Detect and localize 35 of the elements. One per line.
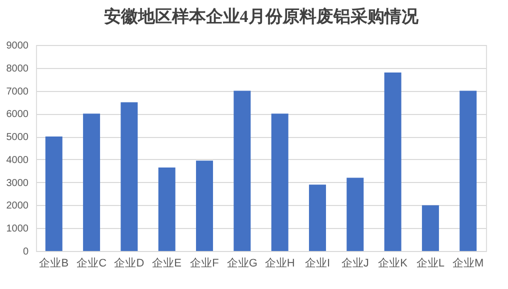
- y-tick-label: 7000: [6, 86, 29, 98]
- bar: [308, 184, 326, 251]
- y-tick-label: 8000: [6, 63, 29, 74]
- bar: [271, 114, 288, 251]
- x-tick-label: 企业K: [378, 256, 408, 270]
- bar: [120, 102, 138, 251]
- x-tick-label: 企业M: [452, 256, 484, 270]
- y-tick-label: 3000: [6, 178, 29, 189]
- chart-title: 安徽地区样本企业4月份原料废铝采购情况: [104, 7, 420, 26]
- y-tick-label: 9000: [6, 40, 29, 52]
- y-tick-label: 0: [22, 246, 29, 258]
- bar: [422, 205, 439, 251]
- x-tick-label: 企业L: [416, 256, 445, 270]
- y-tick-label: 2000: [6, 200, 29, 212]
- y-tick-label: 4000: [6, 154, 29, 166]
- x-tick-label: 企业B: [39, 256, 69, 270]
- x-tick-label: 企业I: [304, 256, 330, 270]
- x-tick-label: 企业E: [152, 256, 182, 270]
- bar: [158, 167, 176, 251]
- bar: [83, 114, 100, 251]
- x-tick-label: 企业G: [226, 256, 258, 270]
- y-tick-label: 6000: [6, 109, 29, 120]
- bar: [196, 160, 214, 251]
- x-tick-label: 企业C: [76, 256, 107, 270]
- bar: [346, 178, 364, 251]
- x-tick-label: 企业D: [114, 256, 144, 270]
- y-tick-label: 1000: [6, 224, 29, 235]
- x-tick-label: 企业J: [341, 256, 369, 270]
- bar: [234, 90, 251, 251]
- y-tick-label: 5000: [6, 132, 29, 144]
- x-tick-label: 企业H: [264, 256, 295, 270]
- bar: [45, 136, 62, 251]
- bar: [460, 90, 477, 251]
- bar: [384, 72, 402, 251]
- x-tick-label: 企业F: [190, 256, 220, 270]
